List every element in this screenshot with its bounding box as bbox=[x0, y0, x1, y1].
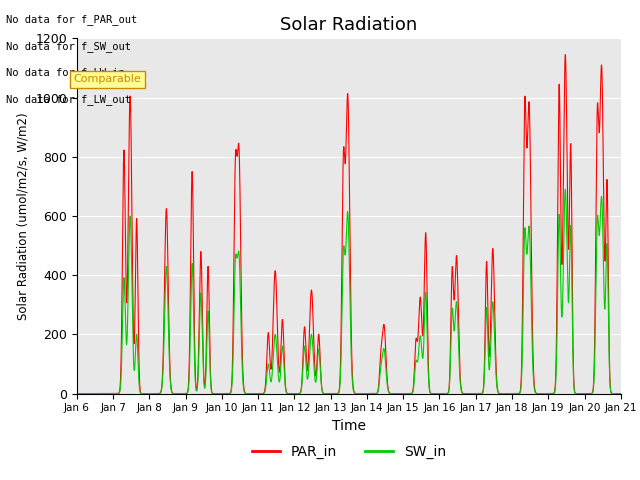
SW_in bbox=[73, 391, 81, 396]
Title: Solar Radiation: Solar Radiation bbox=[280, 16, 417, 34]
Y-axis label: Solar Radiation (umol/m2/s, W/m2): Solar Radiation (umol/m2/s, W/m2) bbox=[17, 112, 29, 320]
PAR_in bbox=[617, 391, 625, 396]
SW_in bbox=[361, 391, 369, 396]
PAR_in bbox=[204, 281, 211, 287]
SW_in bbox=[204, 319, 211, 325]
Legend: PAR_in, SW_in: PAR_in, SW_in bbox=[246, 440, 451, 465]
Line: SW_in: SW_in bbox=[77, 189, 621, 394]
Text: No data for f_LW_in: No data for f_LW_in bbox=[6, 67, 125, 78]
Text: No data for f_PAR_out: No data for f_PAR_out bbox=[6, 14, 138, 25]
PAR_in bbox=[132, 231, 140, 237]
PAR_in bbox=[361, 391, 369, 396]
SW_in bbox=[192, 387, 200, 393]
PAR_in bbox=[90, 391, 98, 396]
PAR_in bbox=[545, 391, 552, 396]
SW_in bbox=[545, 391, 552, 396]
PAR_in bbox=[192, 385, 200, 391]
SW_in bbox=[90, 391, 98, 396]
SW_in bbox=[561, 186, 569, 192]
SW_in bbox=[132, 336, 140, 342]
Line: PAR_in: PAR_in bbox=[77, 55, 621, 394]
PAR_in bbox=[73, 391, 81, 396]
Text: No data for f_LW_out: No data for f_LW_out bbox=[6, 94, 131, 105]
Text: Comparable: Comparable bbox=[74, 74, 141, 84]
X-axis label: Time: Time bbox=[332, 419, 366, 433]
SW_in bbox=[617, 391, 625, 396]
Text: No data for f_SW_out: No data for f_SW_out bbox=[6, 41, 131, 52]
PAR_in bbox=[561, 52, 569, 58]
